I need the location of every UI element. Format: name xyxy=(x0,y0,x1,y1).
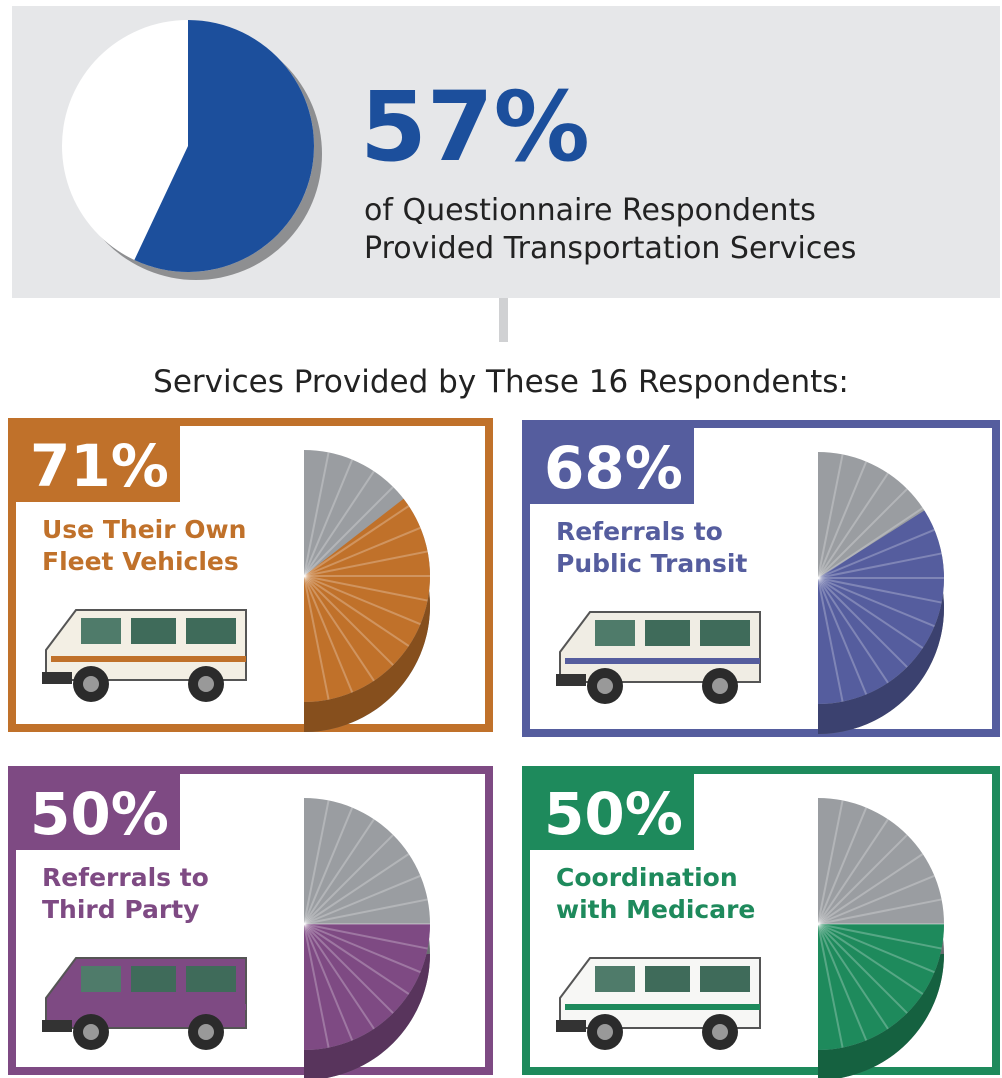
vehicle-hub xyxy=(83,1024,99,1040)
panel-label: Third Party xyxy=(42,895,199,924)
headline-subtitle: Provided Transportation Services xyxy=(364,231,856,266)
vehicle-window xyxy=(186,618,236,644)
section-heading: Services Provided by These 16 Respondent… xyxy=(153,364,849,400)
panel-label: Coordination xyxy=(556,863,738,892)
headline-value: 57% xyxy=(360,71,590,183)
panel-value: 50% xyxy=(30,780,169,848)
panel-label: Fleet Vehicles xyxy=(42,547,239,576)
vehicle-hub xyxy=(83,676,99,692)
headline-subtitle: of Questionnaire Respondents xyxy=(364,193,816,228)
vehicle-hub xyxy=(597,678,613,694)
panel-label: Referrals to xyxy=(42,863,209,892)
panel-value: 71% xyxy=(30,432,169,500)
vehicle-hub xyxy=(198,676,214,692)
vehicle-window xyxy=(700,966,750,992)
panel-value: 68% xyxy=(544,434,683,502)
vehicle-bumper xyxy=(42,672,72,684)
vehicle-hub xyxy=(597,1024,613,1040)
panel-label: with Medicare xyxy=(556,895,755,924)
vehicle-bumper xyxy=(42,1020,72,1032)
vehicle-window xyxy=(700,620,750,646)
vehicle-window xyxy=(186,966,236,992)
panel-label: Referrals to xyxy=(556,517,723,546)
vehicle-stripe xyxy=(565,1004,760,1010)
vehicle-stripe xyxy=(565,658,760,664)
vehicle-window xyxy=(81,618,121,644)
vehicle-hub xyxy=(712,1024,728,1040)
infographic: Services Provided by These 16 Respondent… xyxy=(0,0,1002,1078)
vehicle-window xyxy=(131,618,176,644)
panel-label: Use Their Own xyxy=(42,515,246,544)
vehicle-window xyxy=(645,966,690,992)
vehicle-bumper xyxy=(556,674,586,686)
vehicle-bumper xyxy=(556,1020,586,1032)
vehicle-hub xyxy=(198,1024,214,1040)
panel-label: Public Transit xyxy=(556,549,747,578)
vehicle-stripe xyxy=(51,1004,246,1010)
vehicle-window xyxy=(595,966,635,992)
vehicle-window xyxy=(81,966,121,992)
vehicle-window xyxy=(131,966,176,992)
vehicle-window xyxy=(595,620,635,646)
vehicle-hub xyxy=(712,678,728,694)
vehicle-window xyxy=(645,620,690,646)
vehicle-stripe xyxy=(51,656,246,662)
connector xyxy=(499,298,508,342)
panel-value: 50% xyxy=(544,780,683,848)
